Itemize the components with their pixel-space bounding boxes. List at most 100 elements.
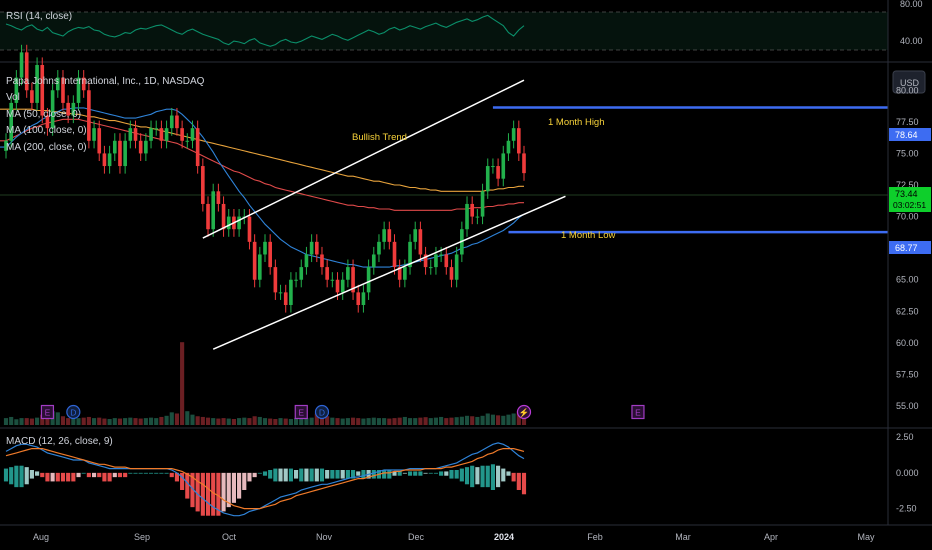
currency-button[interactable] [892,70,926,94]
candle [340,272,345,300]
event-badge-label: E [298,408,304,418]
candle-body [180,128,184,141]
dividend-marker[interactable]: D [66,404,81,420]
macd-histogram-bar [325,470,330,479]
time-axis[interactable]: Aug Sep Oct Nov Dec 2024 Feb Mar Apr May [0,524,932,542]
candle [346,259,350,288]
candle-body [283,292,288,305]
legend-ma200: MA (200, close, 0) [6,142,87,153]
candle [480,183,485,225]
candle [66,95,70,124]
macd-histogram-bar [185,472,190,499]
candle-body [314,241,319,255]
rsi-panel[interactable]: RSI (14, close) 80.00 40.00 [0,0,923,51]
volume-bar [76,418,81,425]
trend-channel[interactable] [202,79,566,350]
candle-body [397,267,402,280]
volume-bar [252,416,257,425]
price-ticks: 80.0077.5075.0072.5070.0067.5065.0062.50… [896,85,919,411]
macd-histogram-bar [444,471,449,476]
candle-body [138,140,143,154]
macd-histogram-bar [237,472,242,499]
macd-histogram-bar [309,468,314,482]
volume-bar [138,418,143,425]
candle [392,234,397,275]
event-badge-label: E [45,408,51,418]
volume-bar [299,418,304,425]
bar-countdown: 03:02:51 [893,200,926,210]
one-month-high-annotation: 1 Month High [548,117,605,128]
candle [511,120,516,149]
event-badge [516,404,532,420]
volume-bar [211,418,216,425]
macd-histogram-bar [439,471,444,476]
candle [449,259,454,288]
candle [454,246,459,288]
candle [506,133,511,161]
earnings-marker[interactable]: E [294,404,308,420]
macd-histogram-bar [402,472,407,474]
dividend-marker[interactable]: D [314,404,330,420]
candle [351,259,355,300]
macd-histogram-bar [299,468,304,482]
price-tick-label: 80.00 [896,85,919,95]
candle [216,183,221,212]
candle-body [491,166,495,168]
price-axis[interactable]: USD 80.0077.5075.0072.5070.0067.5065.006… [887,0,931,525]
volume-bar [392,418,397,425]
candle [387,221,392,250]
candle [309,234,314,263]
candle [278,284,283,300]
rsi-legend: RSI (14, close) [6,11,72,22]
event-markers[interactable]: E D E D ⚡ E [40,404,645,420]
macd-histogram-bar [159,472,164,474]
macd-histogram-bar [112,472,117,478]
candle-body [470,203,475,217]
candle [428,259,433,275]
earnings-marker[interactable]: E [631,404,645,420]
volume-bar [45,415,50,425]
volume-bar [319,414,325,425]
candle [418,221,423,263]
earnings-marker[interactable]: E [40,404,55,420]
price-tick-label: 65.00 [896,275,919,285]
macd-histogram-bar [180,472,185,490]
candle-body [190,128,195,141]
event-badge-label: ⚡ [519,408,530,419]
event-badge-label: D [319,408,325,418]
candle-body [185,140,190,142]
volume-bar [216,418,221,425]
time-label: Apr [764,532,778,542]
price-levels[interactable] [492,106,888,234]
volume-bar [164,415,169,425]
candle-body [434,254,438,268]
candle-body [195,128,200,167]
macd-histogram-bar [128,472,133,474]
macd-panel[interactable]: MACD (12, 26, close, 9) [3,436,527,517]
legend-ma50: MA (50, close, 0) [6,109,81,120]
macd-histogram-bar [371,470,376,479]
candle [19,44,24,86]
candle [361,284,366,313]
volume-bar [55,412,60,425]
macd-histogram-bar [40,472,45,478]
signal-line [5,448,525,510]
candle-body [335,279,340,293]
candle [211,183,216,237]
volume-bar [371,417,376,425]
price-tick-label: 72.50 [896,180,919,190]
candle [299,259,304,288]
volume-bar [304,418,309,425]
candle [465,196,469,237]
candle-body [66,102,70,116]
macd-histogram-bar [496,465,501,488]
macd-histogram-bar [345,470,350,479]
price-panel[interactable]: E D E D ⚡ E Bullish Trend 1 Month High 1 Mont… [0,44,888,425]
macd-legend: MACD (12, 26, close, 9) [6,436,113,447]
macd-histogram-bar [361,470,366,479]
event-flash-marker[interactable]: ⚡ [516,404,532,420]
volume-bar [66,418,71,425]
candle-body [356,292,361,305]
volume-bar [19,418,24,425]
